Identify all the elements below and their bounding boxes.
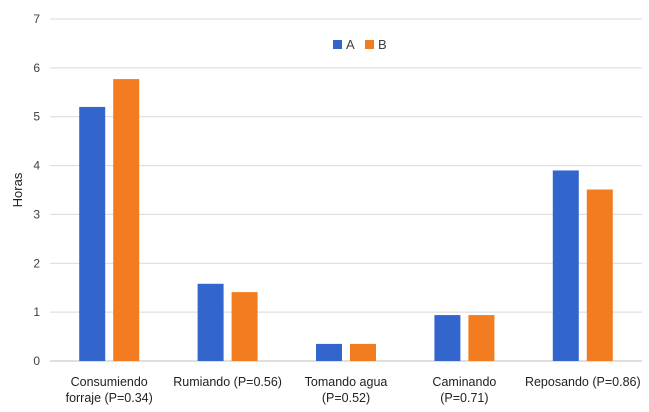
bars [79, 79, 613, 361]
bar-b [350, 343, 376, 361]
x-category-label: Caminando (P=0.71) [432, 375, 496, 405]
y-tick-label: 7 [33, 12, 40, 26]
bar-a [552, 170, 579, 361]
y-tick-label: 3 [33, 207, 40, 221]
y-tick-label: 0 [33, 354, 40, 368]
legend-label: A [346, 37, 355, 52]
x-axis-categories: Consumiendo forraje (P=0.34) Rumiando (P=0… [66, 375, 641, 405]
legend-swatch [333, 40, 342, 49]
bar-a [197, 283, 224, 361]
y-tick-label: 4 [33, 159, 40, 173]
y-tick-label: 5 [33, 110, 40, 124]
legend-swatch [365, 40, 374, 49]
y-axis-title: Horas [10, 172, 25, 207]
x-category-label: Consumiendo forraje (P=0.34) [66, 375, 153, 405]
y-tick-label: 6 [33, 61, 40, 75]
x-category-label: Tomando agua (P=0.52) [305, 375, 388, 405]
y-axis-ticks: 0 1 2 3 4 5 6 7 [33, 12, 40, 368]
bar-b [468, 315, 495, 361]
bar-a [434, 315, 461, 361]
bar-b [231, 292, 258, 361]
y-tick-label: 1 [33, 305, 40, 319]
bar-a [316, 343, 342, 361]
gridlines [50, 18, 642, 313]
bar-a [79, 106, 106, 361]
bar-b [586, 189, 613, 361]
x-category-label: Rumiando (P=0.56) [173, 375, 282, 389]
bar-b [113, 79, 140, 361]
legend-label: B [378, 37, 387, 52]
x-category-label: Reposando (P=0.86) [525, 375, 641, 389]
y-tick-label: 2 [33, 256, 40, 270]
